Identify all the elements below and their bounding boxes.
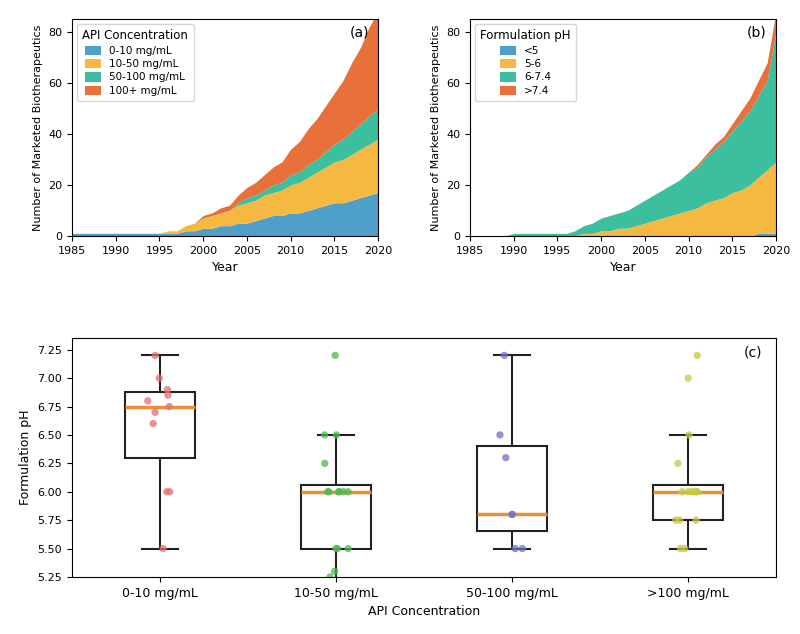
Point <box>149 407 162 417</box>
Point <box>690 487 703 497</box>
Point <box>506 509 518 519</box>
Point <box>678 543 691 553</box>
Point <box>331 543 344 553</box>
Point <box>323 572 336 582</box>
Point <box>506 509 518 519</box>
Point <box>163 487 176 497</box>
Point <box>509 543 522 553</box>
Point <box>157 543 170 553</box>
X-axis label: API Concentration: API Concentration <box>368 605 480 618</box>
Point <box>163 401 176 411</box>
Point <box>342 543 354 553</box>
Point <box>690 351 703 361</box>
Point <box>318 430 331 440</box>
Point <box>322 487 334 497</box>
Point <box>499 453 512 463</box>
Point <box>682 487 694 497</box>
Text: (a): (a) <box>350 25 369 39</box>
Legend: 0-10 mg/mL, 10-50 mg/mL, 50-100 mg/mL, 100+ mg/mL: 0-10 mg/mL, 10-50 mg/mL, 50-100 mg/mL, 1… <box>78 24 194 101</box>
Y-axis label: Formulation pH: Formulation pH <box>19 410 32 505</box>
Point <box>682 430 695 440</box>
Point <box>161 384 174 394</box>
Point <box>162 390 174 400</box>
Point <box>149 351 162 361</box>
Point <box>330 430 342 440</box>
Point <box>333 487 346 497</box>
Legend: <5, 5-6, 6-7.4, >7.4: <5, 5-6, 6-7.4, >7.4 <box>475 24 576 101</box>
Point <box>673 515 686 525</box>
Point <box>670 515 682 525</box>
Point <box>342 487 354 497</box>
Point <box>691 487 704 497</box>
PathPatch shape <box>301 484 371 548</box>
Point <box>690 515 702 525</box>
Text: (b): (b) <box>747 25 767 39</box>
Point <box>494 430 506 440</box>
Point <box>147 418 160 429</box>
Point <box>516 543 529 553</box>
Point <box>329 351 342 361</box>
Point <box>153 373 166 383</box>
Point <box>337 487 350 497</box>
Text: (c): (c) <box>743 346 762 359</box>
Point <box>330 543 342 553</box>
Y-axis label: Number of Marketed Biotherapeutics: Number of Marketed Biotherapeutics <box>33 24 42 231</box>
Point <box>671 458 684 469</box>
X-axis label: Year: Year <box>212 261 238 274</box>
Point <box>687 487 700 497</box>
Point <box>685 487 698 497</box>
Point <box>160 487 173 497</box>
Point <box>332 487 345 497</box>
Point <box>682 373 694 383</box>
Point <box>676 487 689 497</box>
X-axis label: Year: Year <box>610 261 636 274</box>
Point <box>318 458 331 469</box>
PathPatch shape <box>125 392 195 458</box>
PathPatch shape <box>653 484 723 520</box>
Point <box>328 566 341 576</box>
Y-axis label: Number of Marketed Biotherapeutics: Number of Marketed Biotherapeutics <box>430 24 441 231</box>
Point <box>674 543 687 553</box>
Point <box>324 578 337 588</box>
PathPatch shape <box>477 446 547 531</box>
Point <box>498 351 511 361</box>
Point <box>686 578 699 588</box>
Point <box>322 487 335 497</box>
Point <box>142 396 154 406</box>
